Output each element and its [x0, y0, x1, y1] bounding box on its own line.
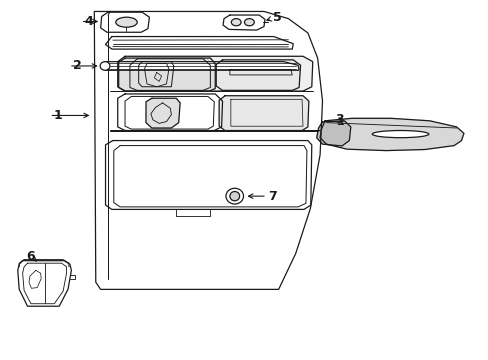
Text: 3: 3: [335, 113, 343, 126]
Text: 6: 6: [26, 249, 35, 262]
Polygon shape: [101, 62, 299, 70]
Polygon shape: [101, 12, 149, 32]
Text: 2: 2: [73, 59, 81, 72]
Polygon shape: [216, 60, 300, 90]
Text: 7: 7: [267, 190, 276, 203]
Polygon shape: [146, 98, 180, 128]
Polygon shape: [219, 96, 308, 131]
Ellipse shape: [371, 131, 428, 138]
Polygon shape: [105, 37, 293, 49]
Ellipse shape: [244, 19, 254, 26]
Text: 5: 5: [272, 12, 281, 24]
Polygon shape: [118, 56, 312, 91]
Ellipse shape: [225, 188, 243, 204]
Polygon shape: [18, 261, 71, 306]
Polygon shape: [320, 118, 463, 150]
Polygon shape: [94, 12, 322, 289]
Ellipse shape: [116, 17, 137, 27]
Polygon shape: [119, 58, 215, 91]
Text: 1: 1: [53, 109, 62, 122]
Text: 4: 4: [84, 15, 93, 28]
Polygon shape: [223, 15, 264, 30]
Ellipse shape: [231, 19, 241, 26]
Polygon shape: [316, 121, 350, 146]
Ellipse shape: [100, 62, 110, 70]
Ellipse shape: [229, 192, 239, 201]
Polygon shape: [105, 140, 311, 210]
Polygon shape: [118, 94, 222, 131]
